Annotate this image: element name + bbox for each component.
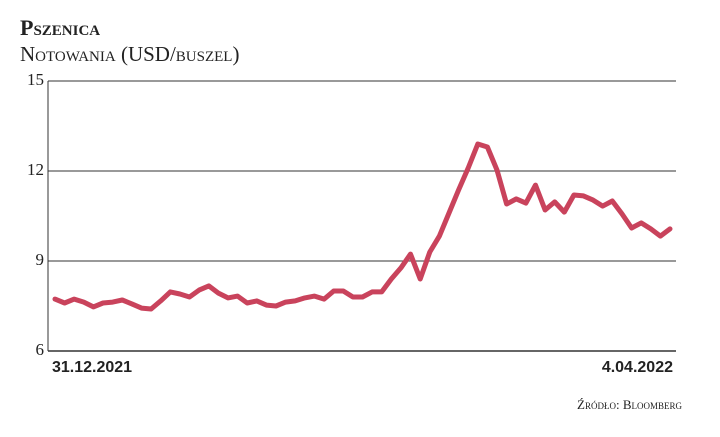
source: Źródło: Bloomberg [577, 397, 682, 412]
chart-title: Pszenica [20, 15, 100, 40]
x-tick-label: 31.12.2021 [52, 359, 132, 376]
y-tick-label: 15 [27, 70, 44, 89]
y-tick-label: 12 [27, 160, 44, 179]
x-tick-label: 4.04.2022 [602, 359, 673, 376]
y-tick-label: 6 [36, 340, 45, 359]
y-tick-label: 9 [36, 250, 45, 269]
price-line [52, 141, 673, 312]
chart-subtitle: Notowania (USD/buszel) [20, 42, 239, 66]
